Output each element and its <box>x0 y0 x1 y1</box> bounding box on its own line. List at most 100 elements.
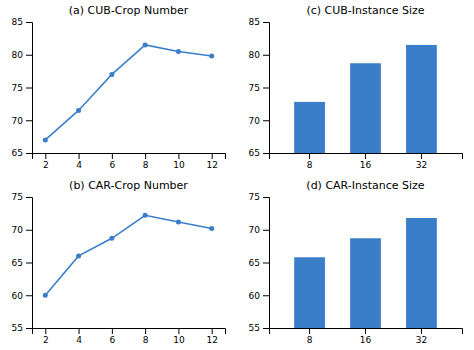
marker <box>76 253 81 258</box>
tick: 75 <box>249 83 269 93</box>
tick-label: 55 <box>249 323 260 333</box>
tick: 8 <box>307 153 313 170</box>
tick-mark <box>178 328 179 334</box>
tick-mark <box>421 328 422 334</box>
tick: 12 <box>206 153 217 170</box>
bar <box>350 63 381 153</box>
tick-mark <box>26 153 32 154</box>
tick-label: 6 <box>109 160 115 170</box>
tick-mark <box>309 328 310 334</box>
tick-mark <box>112 153 113 159</box>
axis-line <box>33 329 226 335</box>
tick-mark <box>145 328 146 334</box>
tick-label: 75 <box>12 83 23 93</box>
tick-label: 60 <box>249 291 261 301</box>
tick-mark <box>212 328 213 334</box>
x-axis: 24681012 <box>33 328 226 345</box>
panel: (c) CUB-Instance Size816326570758085 <box>249 4 463 170</box>
marker <box>109 236 114 241</box>
tick-label: 4 <box>76 335 82 345</box>
tick-mark <box>26 263 32 264</box>
plot-area <box>43 42 214 142</box>
axis-line <box>263 198 270 329</box>
tick: 65 <box>12 148 32 158</box>
tick: 60 <box>12 291 32 301</box>
bar <box>294 102 325 153</box>
title: (c) CUB-Instance Size <box>306 4 424 17</box>
y-axis: 6570758085 <box>12 17 33 158</box>
y-axis: 6570758085 <box>249 17 270 158</box>
tick-mark <box>79 153 80 159</box>
tick: 75 <box>249 192 269 202</box>
panel: (a) CUB-Crop Number246810126570758085 <box>12 4 226 170</box>
tick-label: 32 <box>416 160 427 170</box>
tick-label: 16 <box>360 335 372 345</box>
tick-mark <box>263 120 269 121</box>
tick-label: 12 <box>206 160 217 170</box>
tick-mark <box>26 22 32 23</box>
tick-label: 70 <box>249 116 261 126</box>
tick: 6 <box>109 153 115 170</box>
tick-label: 60 <box>12 291 24 301</box>
tick-mark <box>421 153 422 159</box>
marker <box>43 293 48 298</box>
tick-label: 70 <box>12 116 24 126</box>
tick: 16 <box>360 328 372 345</box>
tick-mark <box>79 328 80 334</box>
tick: 80 <box>249 50 269 60</box>
tick-label: 65 <box>12 258 23 268</box>
marker <box>176 49 181 54</box>
tick: 65 <box>249 258 269 268</box>
tick-mark <box>26 55 32 56</box>
marker <box>109 72 114 77</box>
y-axis: 5560657075 <box>12 192 33 333</box>
tick: 70 <box>249 225 269 235</box>
tick-mark <box>365 153 366 159</box>
title: (b) CAR-Crop Number <box>69 179 188 192</box>
tick-mark <box>145 153 146 159</box>
tick-mark <box>26 120 32 121</box>
tick-mark <box>263 197 269 198</box>
axis-line <box>270 329 463 335</box>
axis-line <box>26 23 33 154</box>
tick: 2 <box>43 328 49 345</box>
plot-area <box>294 218 437 328</box>
marker <box>209 54 214 59</box>
tick-label: 16 <box>360 160 372 170</box>
bar <box>294 257 325 328</box>
tick-label: 32 <box>416 335 427 345</box>
axis-line <box>263 23 270 154</box>
tick-label: 65 <box>249 258 260 268</box>
tick-mark <box>263 230 269 231</box>
line <box>45 45 211 140</box>
marker <box>143 213 148 218</box>
marker <box>76 108 81 113</box>
tick: 32 <box>416 153 427 170</box>
tick-label: 8 <box>307 335 313 345</box>
panel: (d) CAR-Instance Size 8 16 32 55 60 65 70 75 <box>249 179 463 345</box>
bar <box>406 45 437 153</box>
y-axis: 55 60 65 70 75 <box>249 192 270 333</box>
marker <box>176 219 181 224</box>
title: (d) CAR-Instance Size <box>306 179 425 192</box>
plot-area <box>43 213 214 298</box>
tick: 75 <box>12 83 32 93</box>
tick: 8 <box>143 153 149 170</box>
plot-area <box>294 45 437 153</box>
tick: 60 <box>249 291 269 301</box>
tick-label: 65 <box>12 148 23 158</box>
tick: 70 <box>249 116 269 126</box>
tick-mark <box>178 153 179 159</box>
tick-mark <box>263 22 269 23</box>
tick-label: 55 <box>12 323 23 333</box>
tick-mark <box>365 328 366 334</box>
tick-mark <box>263 263 269 264</box>
x-axis: 8 16 32 <box>270 153 463 170</box>
x-axis: 8 16 32 <box>270 328 463 345</box>
tick: 55 <box>12 323 32 333</box>
tick-label: 70 <box>12 225 24 235</box>
tick: 32 <box>416 328 427 345</box>
tick: 4 <box>76 153 82 170</box>
tick-label: 12 <box>206 335 217 345</box>
marker <box>143 42 148 47</box>
